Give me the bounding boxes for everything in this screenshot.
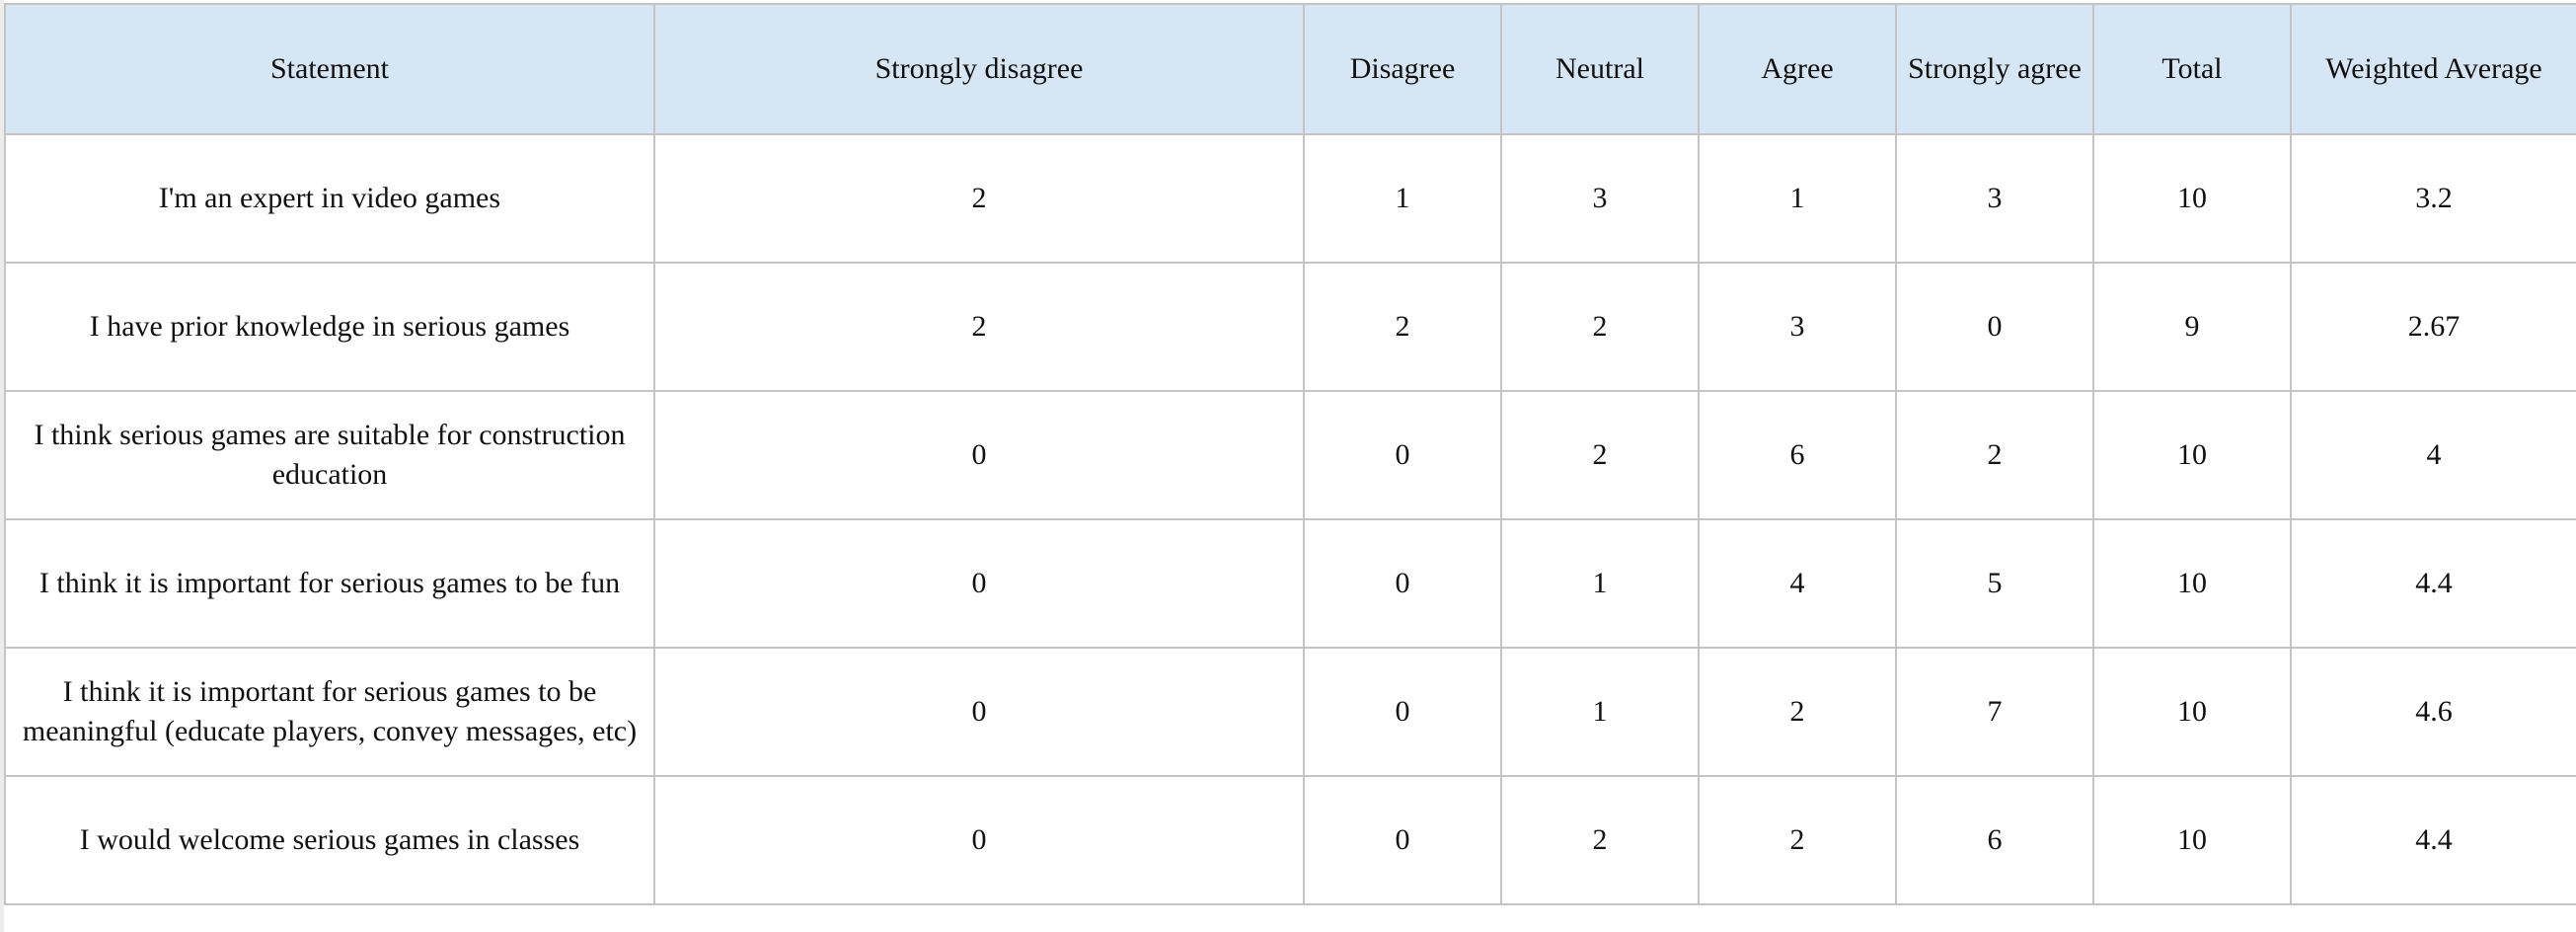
table-row: I have prior knowledge in serious games … xyxy=(4,262,2576,392)
cell-strongly-agree[interactable]: 6 xyxy=(1895,775,2094,905)
cell-strongly-disagree[interactable]: 0 xyxy=(653,390,1305,520)
cell-disagree[interactable]: 0 xyxy=(1303,647,1502,777)
cell-neutral[interactable]: 2 xyxy=(1500,262,1700,392)
cell-weighted-average[interactable]: 4.4 xyxy=(2290,775,2576,905)
header-total[interactable]: Total xyxy=(2092,3,2292,135)
cell-statement[interactable]: I think it is important for serious game… xyxy=(4,647,655,777)
cell-statement[interactable]: I'm an expert in video games xyxy=(4,133,655,264)
cell-total[interactable]: 10 xyxy=(2092,647,2292,777)
cell-disagree[interactable]: 2 xyxy=(1303,262,1502,392)
header-strongly-agree[interactable]: Strongly agree xyxy=(1895,3,2094,135)
table-row: I think it is important for serious game… xyxy=(4,647,2576,777)
cell-neutral[interactable]: 2 xyxy=(1500,775,1700,905)
table-row: I'm an expert in video games 2 1 3 1 3 1… xyxy=(4,133,2576,264)
cell-agree[interactable]: 2 xyxy=(1698,647,1897,777)
cell-disagree[interactable]: 0 xyxy=(1303,775,1502,905)
survey-results-table: Statement Strongly disagree Disagree Neu… xyxy=(4,3,2576,905)
table-header: Statement Strongly disagree Disagree Neu… xyxy=(4,3,2576,135)
cell-statement[interactable]: I would welcome serious games in classes xyxy=(4,775,655,905)
cell-strongly-disagree[interactable]: 0 xyxy=(653,775,1305,905)
cell-agree[interactable]: 1 xyxy=(1698,133,1897,264)
cell-strongly-disagree[interactable]: 0 xyxy=(653,647,1305,777)
cell-total[interactable]: 10 xyxy=(2092,133,2292,264)
cell-weighted-average[interactable]: 4.4 xyxy=(2290,518,2576,649)
table-row: I would welcome serious games in classes… xyxy=(4,775,2576,905)
cell-strongly-agree[interactable]: 3 xyxy=(1895,133,2094,264)
cell-agree[interactable]: 2 xyxy=(1698,775,1897,905)
header-strongly-disagree[interactable]: Strongly disagree xyxy=(653,3,1305,135)
cell-statement[interactable]: I think it is important for serious game… xyxy=(4,518,655,649)
cell-total[interactable]: 10 xyxy=(2092,390,2292,520)
sheet-edge xyxy=(0,0,4,932)
cell-neutral[interactable]: 2 xyxy=(1500,390,1700,520)
cell-disagree[interactable]: 0 xyxy=(1303,390,1502,520)
cell-weighted-average[interactable]: 2.67 xyxy=(2290,262,2576,392)
cell-strongly-disagree[interactable]: 0 xyxy=(653,518,1305,649)
cell-strongly-disagree[interactable]: 2 xyxy=(653,133,1305,264)
header-statement[interactable]: Statement xyxy=(4,3,655,135)
cell-weighted-average[interactable]: 4.6 xyxy=(2290,647,2576,777)
cell-total[interactable]: 10 xyxy=(2092,518,2292,649)
cell-weighted-average[interactable]: 4 xyxy=(2290,390,2576,520)
cell-strongly-disagree[interactable]: 2 xyxy=(653,262,1305,392)
cell-strongly-agree[interactable]: 2 xyxy=(1895,390,2094,520)
cell-disagree[interactable]: 0 xyxy=(1303,518,1502,649)
cell-statement[interactable]: I have prior knowledge in serious games xyxy=(4,262,655,392)
header-weighted-average[interactable]: Weighted Average xyxy=(2290,3,2576,135)
cell-strongly-agree[interactable]: 5 xyxy=(1895,518,2094,649)
header-disagree[interactable]: Disagree xyxy=(1303,3,1502,135)
header-row: Statement Strongly disagree Disagree Neu… xyxy=(4,3,2576,135)
cell-neutral[interactable]: 1 xyxy=(1500,647,1700,777)
cell-agree[interactable]: 4 xyxy=(1698,518,1897,649)
cell-agree[interactable]: 6 xyxy=(1698,390,1897,520)
cell-neutral[interactable]: 3 xyxy=(1500,133,1700,264)
table-body: I'm an expert in video games 2 1 3 1 3 1… xyxy=(4,133,2576,905)
cell-statement[interactable]: I think serious games are suitable for c… xyxy=(4,390,655,520)
cell-strongly-agree[interactable]: 0 xyxy=(1895,262,2094,392)
cell-neutral[interactable]: 1 xyxy=(1500,518,1700,649)
table-row: I think it is important for serious game… xyxy=(4,518,2576,649)
cell-agree[interactable]: 3 xyxy=(1698,262,1897,392)
cell-total[interactable]: 9 xyxy=(2092,262,2292,392)
cell-disagree[interactable]: 1 xyxy=(1303,133,1502,264)
cell-strongly-agree[interactable]: 7 xyxy=(1895,647,2094,777)
cell-weighted-average[interactable]: 3.2 xyxy=(2290,133,2576,264)
header-neutral[interactable]: Neutral xyxy=(1500,3,1700,135)
table-row: I think serious games are suitable for c… xyxy=(4,390,2576,520)
header-agree[interactable]: Agree xyxy=(1698,3,1897,135)
cell-total[interactable]: 10 xyxy=(2092,775,2292,905)
